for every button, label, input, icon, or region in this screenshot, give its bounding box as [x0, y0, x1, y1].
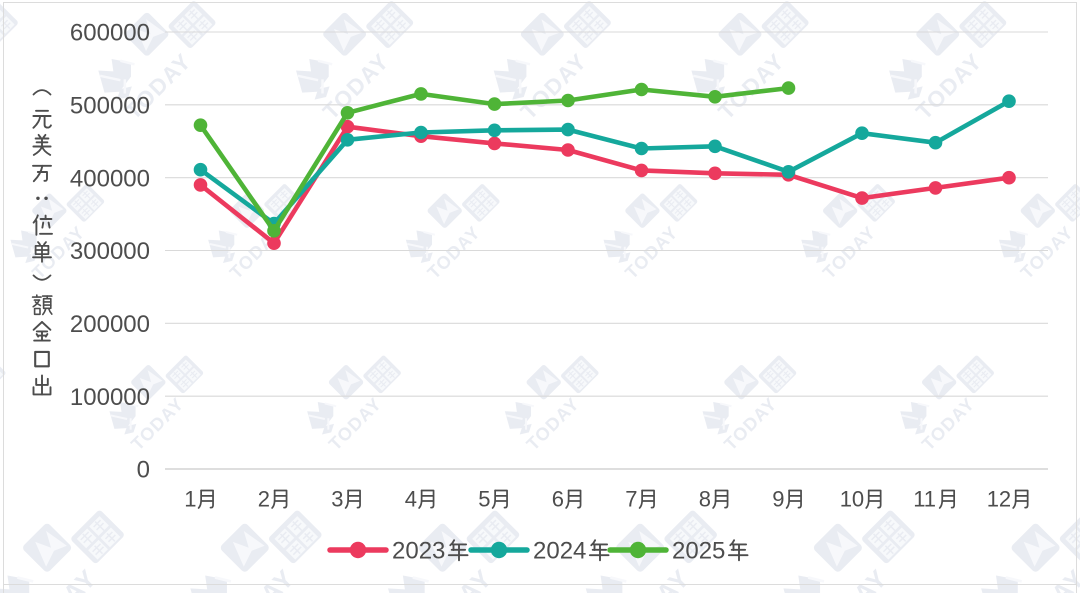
svg-text:3: 3	[331, 487, 343, 512]
svg-text:8: 8	[699, 487, 711, 512]
svg-text:6: 6	[552, 487, 564, 512]
svg-text:9: 9	[772, 487, 784, 512]
svg-text:4: 4	[405, 487, 417, 512]
svg-text:11: 11	[913, 487, 936, 512]
svg-text:5: 5	[478, 487, 490, 512]
svg-text:200000: 200000	[70, 311, 150, 338]
svg-text:2: 2	[258, 487, 270, 512]
svg-text:100000: 100000	[70, 384, 150, 411]
svg-text:2025: 2025	[672, 538, 725, 565]
svg-text:7: 7	[625, 487, 637, 512]
svg-text:2023: 2023	[392, 538, 445, 565]
svg-text:400000: 400000	[70, 165, 150, 192]
svg-text:10: 10	[840, 487, 864, 512]
svg-text:0: 0	[137, 457, 150, 484]
svg-text:600000: 600000	[70, 20, 150, 47]
svg-text:1: 1	[184, 487, 196, 512]
svg-text:2024: 2024	[533, 538, 586, 565]
svg-text:300000: 300000	[70, 238, 150, 265]
svg-text:500000: 500000	[70, 93, 150, 120]
svg-text:12: 12	[987, 487, 1011, 512]
